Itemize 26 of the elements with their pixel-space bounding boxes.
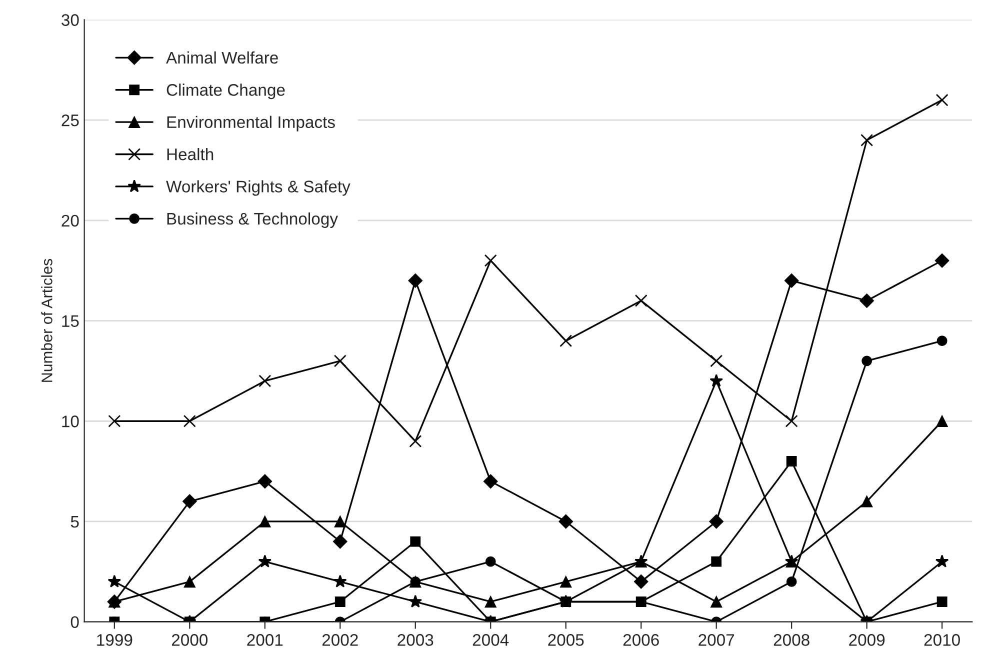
x-tick-label: 2000: [172, 634, 208, 646]
x-tick-label: 2009: [849, 634, 885, 646]
x-tick-label: 2002: [322, 634, 358, 646]
y-axis-title: Number of Articles: [41, 258, 52, 382]
x-tick-label: 2005: [548, 634, 584, 646]
legend-label: Environmental Impacts: [167, 116, 335, 132]
legend-label: Workers' Rights & Safety: [166, 180, 350, 196]
x-tick-label: 2003: [398, 634, 434, 646]
legend-label: Business & Technology: [167, 212, 338, 228]
x-tick-label: 2007: [698, 634, 734, 646]
x-tick-label: 2008: [774, 634, 810, 646]
legend-label: Animal Welfare: [166, 51, 278, 64]
legend-label: Health: [167, 148, 214, 160]
y-tick-label: 20: [62, 214, 79, 227]
x-tick-label: 2010: [924, 634, 960, 646]
y-tick-label: 15: [62, 315, 79, 327]
x-tick-label: 2006: [623, 634, 659, 646]
x-tick-label: 2004: [472, 634, 509, 646]
y-tick-label: 0: [70, 616, 79, 628]
x-tick-label: 2001: [247, 634, 283, 646]
legend-label: Climate Change: [166, 84, 285, 100]
y-tick-label: 30: [62, 14, 79, 26]
x-tick-label: 1999: [97, 634, 132, 646]
y-tick-label: 10: [62, 416, 79, 428]
y-tick-label: 25: [62, 114, 79, 126]
y-tick-label: 5: [70, 516, 79, 528]
